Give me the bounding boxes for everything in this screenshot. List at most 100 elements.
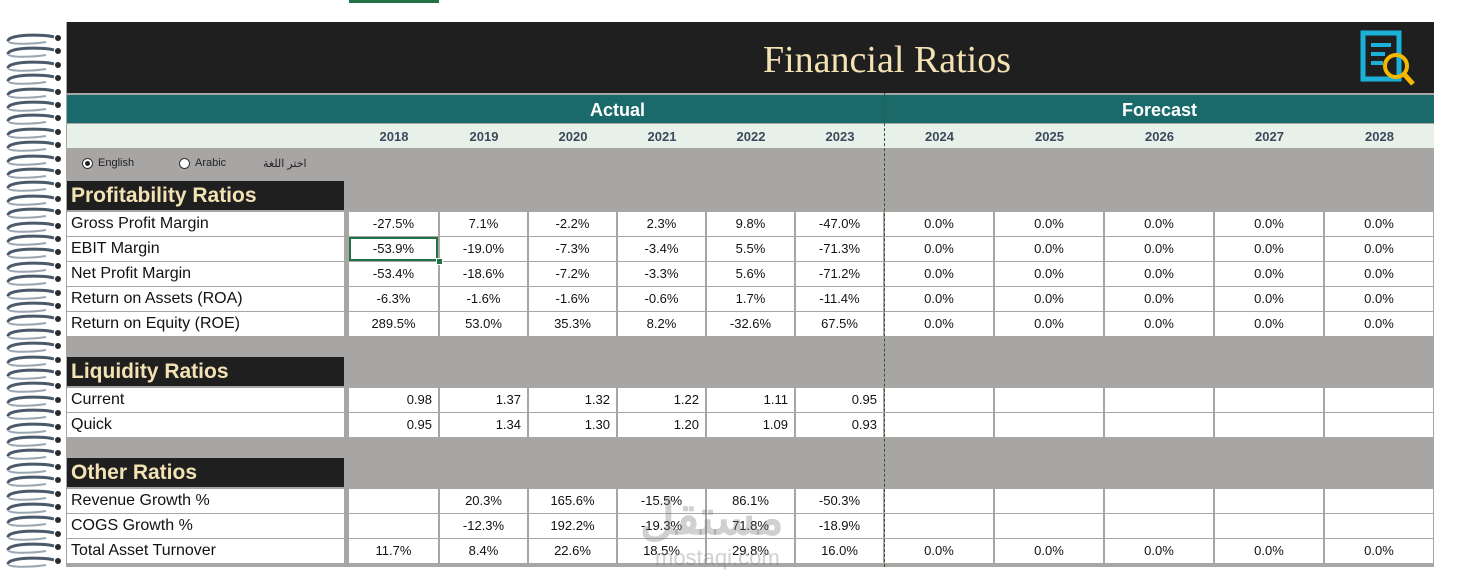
- table-cell[interactable]: [885, 489, 993, 513]
- table-cell[interactable]: 0.0%: [1325, 312, 1433, 336]
- table-cell[interactable]: -19.3%: [618, 514, 705, 538]
- table-cell[interactable]: 0.0%: [995, 212, 1103, 236]
- table-cell[interactable]: 0.0%: [995, 539, 1103, 563]
- table-cell[interactable]: 0.0%: [1215, 237, 1323, 261]
- table-cell[interactable]: 22.6%: [529, 539, 616, 563]
- table-cell[interactable]: -1.6%: [529, 287, 616, 311]
- table-cell[interactable]: [1105, 489, 1213, 513]
- table-cell[interactable]: [349, 489, 438, 513]
- table-cell[interactable]: -7.3%: [529, 237, 616, 261]
- table-cell[interactable]: 0.0%: [1105, 539, 1213, 563]
- table-cell[interactable]: [885, 388, 993, 412]
- table-cell[interactable]: [1105, 388, 1213, 412]
- table-cell[interactable]: -11.4%: [796, 287, 883, 311]
- table-cell[interactable]: [1325, 388, 1433, 412]
- table-cell[interactable]: -3.3%: [618, 262, 705, 286]
- table-cell[interactable]: 1.20: [618, 413, 705, 437]
- table-cell[interactable]: 67.5%: [796, 312, 883, 336]
- table-cell[interactable]: 0.0%: [885, 237, 993, 261]
- table-cell[interactable]: -18.6%: [440, 262, 527, 286]
- table-cell[interactable]: 165.6%: [529, 489, 616, 513]
- table-cell[interactable]: 0.0%: [995, 287, 1103, 311]
- table-cell[interactable]: [1105, 514, 1213, 538]
- table-cell[interactable]: [1325, 413, 1433, 437]
- table-cell[interactable]: 20.3%: [440, 489, 527, 513]
- table-cell[interactable]: 5.5%: [707, 237, 794, 261]
- table-cell[interactable]: 5.6%: [707, 262, 794, 286]
- table-cell[interactable]: -50.3%: [796, 489, 883, 513]
- table-cell[interactable]: 2.3%: [618, 212, 705, 236]
- table-cell[interactable]: [1215, 388, 1323, 412]
- table-cell[interactable]: 8.4%: [440, 539, 527, 563]
- table-cell[interactable]: 1.11: [707, 388, 794, 412]
- table-cell[interactable]: -32.6%: [707, 312, 794, 336]
- table-cell[interactable]: 0.98: [349, 388, 438, 412]
- table-cell[interactable]: 9.8%: [707, 212, 794, 236]
- table-cell[interactable]: 0.0%: [1105, 262, 1213, 286]
- table-cell[interactable]: 8.2%: [618, 312, 705, 336]
- table-cell[interactable]: -1.6%: [440, 287, 527, 311]
- table-cell[interactable]: 0.0%: [1325, 287, 1433, 311]
- table-cell[interactable]: 0.0%: [1215, 287, 1323, 311]
- table-cell[interactable]: 0.0%: [1105, 237, 1213, 261]
- table-cell[interactable]: 29.8%: [707, 539, 794, 563]
- table-cell[interactable]: 0.0%: [1215, 312, 1323, 336]
- table-cell[interactable]: 0.0%: [1325, 262, 1433, 286]
- table-cell[interactable]: -71.2%: [796, 262, 883, 286]
- table-cell[interactable]: 18.5%: [618, 539, 705, 563]
- table-cell[interactable]: 0.0%: [1105, 312, 1213, 336]
- table-cell[interactable]: 192.2%: [529, 514, 616, 538]
- table-cell[interactable]: 0.0%: [1325, 212, 1433, 236]
- table-cell[interactable]: 1.34: [440, 413, 527, 437]
- table-cell[interactable]: 71.8%: [707, 514, 794, 538]
- table-cell[interactable]: 0.0%: [1215, 212, 1323, 236]
- table-cell[interactable]: [349, 514, 438, 538]
- table-cell[interactable]: 53.0%: [440, 312, 527, 336]
- table-cell[interactable]: -27.5%: [349, 212, 438, 236]
- table-cell[interactable]: [995, 514, 1103, 538]
- table-cell[interactable]: 0.0%: [1215, 262, 1323, 286]
- table-cell[interactable]: 16.0%: [796, 539, 883, 563]
- table-cell[interactable]: [995, 489, 1103, 513]
- table-cell[interactable]: 0.0%: [885, 287, 993, 311]
- table-cell[interactable]: -6.3%: [349, 287, 438, 311]
- table-cell[interactable]: 0.0%: [1325, 539, 1433, 563]
- table-cell[interactable]: 7.1%: [440, 212, 527, 236]
- table-cell[interactable]: [1105, 413, 1213, 437]
- table-cell[interactable]: -2.2%: [529, 212, 616, 236]
- table-cell[interactable]: -7.2%: [529, 262, 616, 286]
- table-cell[interactable]: [1325, 514, 1433, 538]
- table-cell[interactable]: -0.6%: [618, 287, 705, 311]
- table-cell[interactable]: [1215, 489, 1323, 513]
- table-cell[interactable]: 0.0%: [1215, 539, 1323, 563]
- table-cell[interactable]: 0.0%: [1105, 287, 1213, 311]
- table-cell[interactable]: 0.93: [796, 413, 883, 437]
- table-cell[interactable]: 1.30: [529, 413, 616, 437]
- table-cell[interactable]: -53.9%: [349, 237, 438, 261]
- table-cell[interactable]: 0.95: [349, 413, 438, 437]
- table-cell[interactable]: 11.7%: [349, 539, 438, 563]
- table-cell[interactable]: -47.0%: [796, 212, 883, 236]
- table-cell[interactable]: [1215, 514, 1323, 538]
- table-cell[interactable]: 0.0%: [885, 539, 993, 563]
- table-cell[interactable]: -71.3%: [796, 237, 883, 261]
- table-cell[interactable]: 0.0%: [885, 212, 993, 236]
- table-cell[interactable]: -12.3%: [440, 514, 527, 538]
- table-cell[interactable]: -19.0%: [440, 237, 527, 261]
- table-cell[interactable]: 0.0%: [995, 262, 1103, 286]
- table-cell[interactable]: 1.37: [440, 388, 527, 412]
- english-radio[interactable]: English: [82, 157, 134, 169]
- table-cell[interactable]: 86.1%: [707, 489, 794, 513]
- table-cell[interactable]: 0.0%: [995, 237, 1103, 261]
- table-cell[interactable]: 1.32: [529, 388, 616, 412]
- table-cell[interactable]: [995, 413, 1103, 437]
- table-cell[interactable]: 0.95: [796, 388, 883, 412]
- table-cell[interactable]: -18.9%: [796, 514, 883, 538]
- table-cell[interactable]: 289.5%: [349, 312, 438, 336]
- table-cell[interactable]: [1215, 413, 1323, 437]
- table-cell[interactable]: 35.3%: [529, 312, 616, 336]
- arabic-radio[interactable]: Arabic: [179, 157, 226, 169]
- table-cell[interactable]: [885, 413, 993, 437]
- table-cell[interactable]: 1.09: [707, 413, 794, 437]
- table-cell[interactable]: [1325, 489, 1433, 513]
